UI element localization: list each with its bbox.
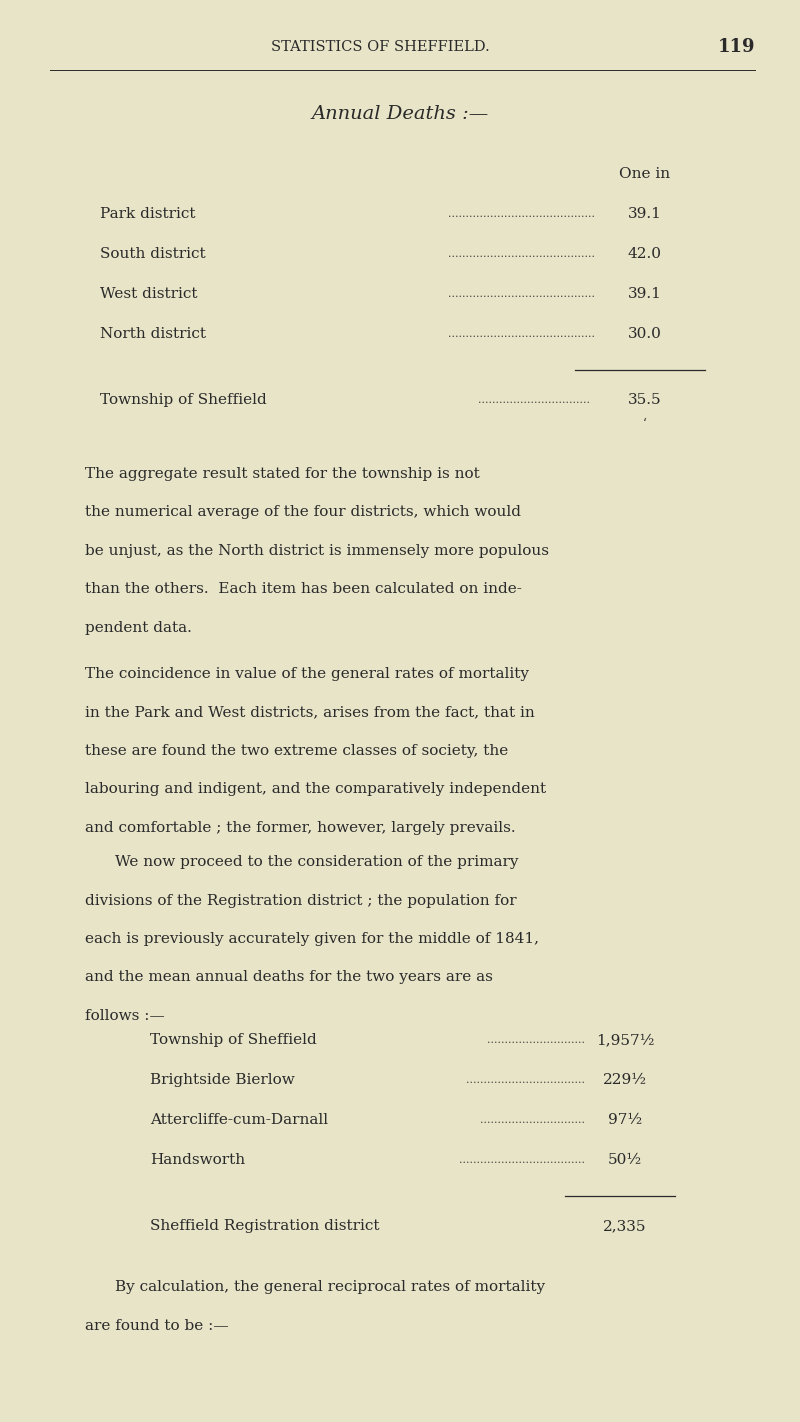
Text: 30.0: 30.0 (628, 327, 662, 341)
Text: 97½: 97½ (608, 1113, 642, 1128)
Text: follows :—: follows :— (85, 1010, 165, 1022)
Text: 42.0: 42.0 (628, 247, 662, 262)
Text: each is previously accurately given for the middle of 1841,: each is previously accurately given for … (85, 931, 539, 946)
Text: Township of Sheffield: Township of Sheffield (100, 392, 266, 407)
Text: Attercliffe-cum-Darnall: Attercliffe-cum-Darnall (150, 1113, 328, 1128)
Text: ..........................................: ........................................… (448, 289, 595, 299)
Text: in the Park and West districts, arises from the fact, that in: in the Park and West districts, arises f… (85, 705, 534, 720)
Text: ..................................: .................................. (466, 1075, 585, 1085)
Text: 39.1: 39.1 (628, 287, 662, 301)
Text: Handsworth: Handsworth (150, 1153, 245, 1167)
Text: South district: South district (100, 247, 206, 262)
Text: and comfortable ; the former, however, largely prevails.: and comfortable ; the former, however, l… (85, 820, 516, 835)
Text: pendent data.: pendent data. (85, 621, 192, 636)
Text: 50½: 50½ (608, 1153, 642, 1167)
Text: We now proceed to the consideration of the primary: We now proceed to the consideration of t… (115, 855, 518, 869)
Text: Township of Sheffield: Township of Sheffield (150, 1032, 317, 1047)
Text: and the mean annual deaths for the two years are as: and the mean annual deaths for the two y… (85, 970, 493, 984)
Text: By calculation, the general reciprocal rates of mortality: By calculation, the general reciprocal r… (115, 1280, 545, 1294)
Text: are found to be :—: are found to be :— (85, 1318, 229, 1332)
Text: divisions of the Registration district ; the population for: divisions of the Registration district ;… (85, 893, 517, 907)
Text: North district: North district (100, 327, 206, 341)
Text: 1,957½: 1,957½ (596, 1032, 654, 1047)
Text: 35.5: 35.5 (628, 392, 662, 407)
Text: ..........................................: ........................................… (448, 209, 595, 219)
Text: 39.1: 39.1 (628, 208, 662, 220)
Text: labouring and indigent, and the comparatively independent: labouring and indigent, and the comparat… (85, 782, 546, 796)
Text: Annual Deaths :—: Annual Deaths :— (311, 105, 489, 122)
Text: STATISTICS OF SHEFFIELD.: STATISTICS OF SHEFFIELD. (270, 40, 490, 54)
Text: these are found the two extreme classes of society, the: these are found the two extreme classes … (85, 744, 508, 758)
Text: 119: 119 (718, 38, 755, 55)
Text: The aggregate result stated for the township is not: The aggregate result stated for the town… (85, 466, 480, 481)
Text: ................................: ................................ (478, 395, 590, 405)
Text: ............................: ............................ (487, 1035, 585, 1045)
Text: One in: One in (619, 166, 670, 181)
Text: the numerical average of the four districts, which would: the numerical average of the four distri… (85, 505, 521, 519)
Text: The coincidence in value of the general rates of mortality: The coincidence in value of the general … (85, 667, 529, 681)
Text: ‘: ‘ (643, 418, 647, 431)
Text: Sheffield Registration district: Sheffield Registration district (150, 1219, 379, 1233)
Text: than the others.  Each item has been calculated on inde-: than the others. Each item has been calc… (85, 583, 522, 596)
Text: Park district: Park district (100, 208, 195, 220)
Text: Brightside Bierlow: Brightside Bierlow (150, 1074, 294, 1086)
Text: ..........................................: ........................................… (448, 249, 595, 259)
Text: ....................................: .................................... (459, 1155, 585, 1165)
Text: 2,335: 2,335 (603, 1219, 646, 1233)
Text: 229½: 229½ (603, 1074, 647, 1086)
Text: West district: West district (100, 287, 198, 301)
Text: ..............................: .............................. (480, 1115, 585, 1125)
Text: ..........................................: ........................................… (448, 328, 595, 338)
Text: be unjust, as the North district is immensely more populous: be unjust, as the North district is imme… (85, 545, 549, 557)
